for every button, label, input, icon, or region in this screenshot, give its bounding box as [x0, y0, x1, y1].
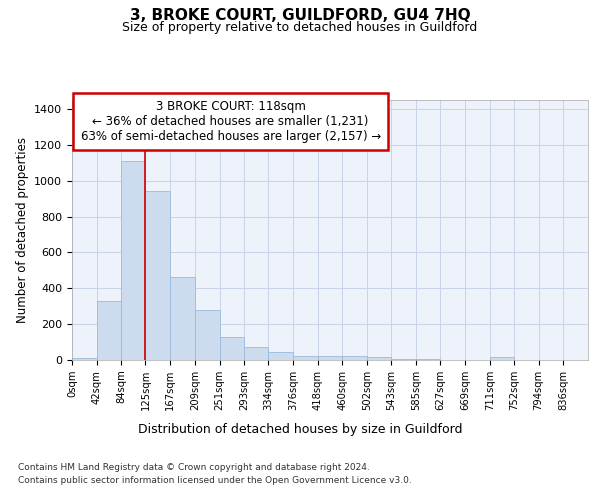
Y-axis label: Number of detached properties: Number of detached properties [16, 137, 29, 323]
Bar [490, 358, 514, 360]
Text: Contains HM Land Registry data © Crown copyright and database right 2024.: Contains HM Land Registry data © Crown c… [18, 462, 370, 471]
Bar [391, 359, 416, 360]
Bar [170, 276, 195, 360]
Bar [367, 357, 391, 360]
Bar [293, 356, 317, 360]
Bar [268, 352, 293, 360]
Bar [145, 190, 170, 360]
Bar [416, 359, 440, 360]
Text: Size of property relative to detached houses in Guildford: Size of property relative to detached ho… [122, 21, 478, 34]
Text: Distribution of detached houses by size in Guildford: Distribution of detached houses by size … [138, 422, 462, 436]
Bar [317, 356, 343, 360]
Text: 3 BROKE COURT: 118sqm
← 36% of detached houses are smaller (1,231)
63% of semi-d: 3 BROKE COURT: 118sqm ← 36% of detached … [80, 100, 381, 143]
Bar [244, 348, 268, 360]
Text: 3, BROKE COURT, GUILDFORD, GU4 7HQ: 3, BROKE COURT, GUILDFORD, GU4 7HQ [130, 8, 470, 22]
Bar [343, 356, 367, 360]
Text: Contains public sector information licensed under the Open Government Licence v3: Contains public sector information licen… [18, 476, 412, 485]
Bar [72, 358, 97, 360]
Bar [121, 161, 145, 360]
Bar [97, 301, 121, 360]
Bar [220, 336, 244, 360]
Bar [195, 310, 220, 360]
